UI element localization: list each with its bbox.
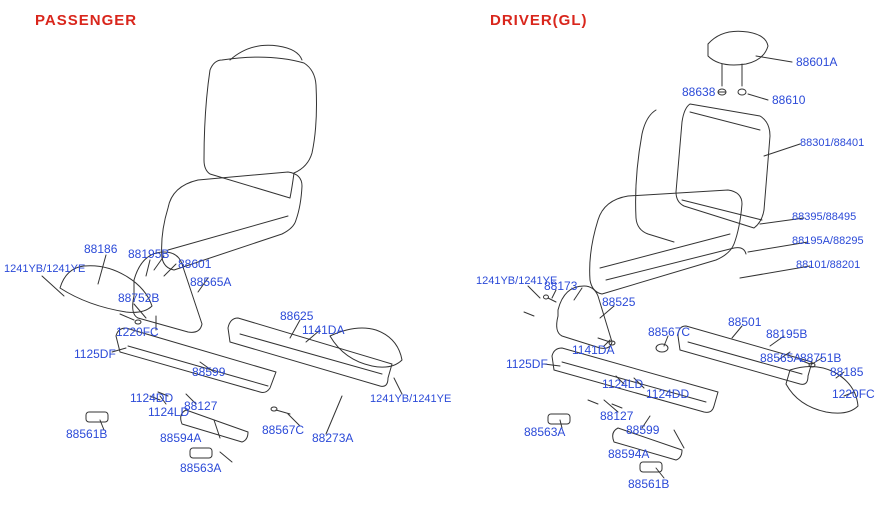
lbl-88395: 88395/88495	[792, 212, 856, 223]
lbl-88195A: 88195A/88295	[792, 236, 864, 247]
lbl-1124LD: 1124LD	[148, 406, 189, 418]
lbl-88565A-d: 88565A	[760, 352, 801, 364]
lbl-88525: 88525	[602, 296, 635, 308]
lbl-88601: 88601	[178, 258, 211, 270]
lbl-1141DA: 1141DA	[302, 324, 344, 336]
lbl-1124DD: 1124DD	[130, 392, 173, 404]
lbl-88173: 88173	[544, 280, 577, 292]
lbl-88561B-d: 88561B	[628, 478, 669, 490]
lbl-1141DA-d: 1141DA	[572, 344, 614, 356]
lbl-88752B: 88752B	[118, 292, 159, 304]
lbl-88567C-d: 88567C	[648, 326, 690, 338]
lbl-88195B: 88195B	[128, 248, 169, 260]
lbl-1241YB-r: 1241YB/1241YE	[370, 394, 451, 405]
title-driver: DRIVER(GL)	[490, 12, 588, 29]
driver-seat	[590, 31, 770, 294]
lbl-88501: 88501	[728, 316, 761, 328]
lbl-88186: 88186	[84, 243, 117, 255]
lbl-88563A-d: 88563A	[524, 426, 565, 438]
lbl-1220FC-d: 1220FC	[832, 388, 875, 400]
lbl-88610: 88610	[772, 94, 805, 106]
lbl-88601A: 88601A	[796, 56, 837, 68]
title-passenger: PASSENGER	[35, 12, 137, 29]
lbl-88301: 88301/88401	[800, 138, 864, 149]
lbl-88594A: 88594A	[160, 432, 201, 444]
lbl-88273A: 88273A	[312, 432, 353, 444]
lbl-88625: 88625	[280, 310, 313, 322]
lbl-1125DF: 1125DF	[74, 348, 116, 360]
lbl-88185: 88185	[830, 366, 863, 378]
lbl-88101: 88101/88201	[796, 260, 860, 271]
diagram-stage: PASSENGER DRIVER(GL) 88186 1241YB/1241YE…	[0, 0, 891, 513]
lbl-1124DD-d: 1124DD	[646, 388, 689, 400]
lbl-88751B: 88751B	[800, 352, 841, 364]
lbl-1220FC: 1220FC	[116, 326, 159, 338]
passenger-seat	[162, 45, 317, 270]
lbl-88563A: 88563A	[180, 462, 221, 474]
lbl-1125DF-d: 1125DF	[506, 358, 548, 370]
lbl-88195B-d: 88195B	[766, 328, 807, 340]
lbl-88127: 88127	[184, 400, 217, 412]
lbl-88567C: 88567C	[262, 424, 304, 436]
lbl-88127-d: 88127	[600, 410, 633, 422]
lbl-88599-d: 88599	[626, 424, 659, 436]
lbl-88565A: 88565A	[190, 276, 231, 288]
lbl-1241YB-l: 1241YB/1241YE	[4, 264, 85, 275]
lbl-88561B: 88561B	[66, 428, 107, 440]
lbl-88594A-d: 88594A	[608, 448, 649, 460]
lbl-88599: 88599	[192, 366, 225, 378]
lbl-1124LD-d: 1124LD	[602, 378, 643, 390]
lbl-88638: 88638	[682, 86, 715, 98]
